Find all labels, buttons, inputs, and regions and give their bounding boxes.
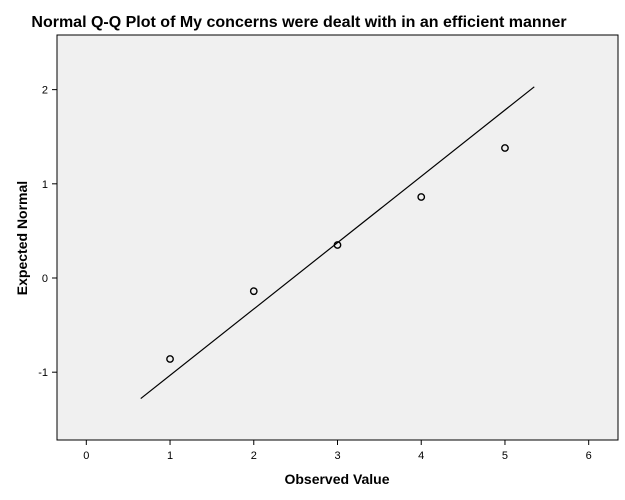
x-tick-label: 2: [251, 450, 257, 462]
data-point: [417, 193, 426, 201]
x-axis-ticks: 0 1 2 3 4 5 6: [83, 440, 592, 462]
x-tick-label: 5: [502, 450, 508, 462]
data-point: [249, 287, 258, 296]
data-point: [333, 241, 342, 249]
y-tick-label: 1: [42, 179, 48, 191]
data-point: [501, 144, 509, 152]
reference-line-layer: [140, 86, 535, 400]
y-tick-label: 2: [42, 85, 48, 97]
x-tick-label: 1: [167, 450, 173, 462]
x-tick-label: 4: [418, 450, 424, 462]
chart-title: Normal Q-Q Plot of My concerns were deal…: [31, 14, 566, 31]
data-point: [166, 355, 174, 363]
y-tick-label: -1: [38, 367, 48, 379]
y-tick-label: 0: [42, 273, 48, 285]
x-tick-label: 0: [83, 450, 89, 462]
x-axis-title: Observed Value: [284, 471, 389, 487]
y-axis-title: Expected Normal: [14, 181, 30, 295]
y-axis-ticks: -1 0 1 2: [38, 85, 57, 379]
plot-area: [56, 34, 619, 441]
x-tick-label: 3: [334, 450, 340, 462]
x-tick-label: 6: [586, 450, 592, 462]
reference-line: [140, 86, 535, 400]
data-points-layer: [166, 144, 509, 363]
